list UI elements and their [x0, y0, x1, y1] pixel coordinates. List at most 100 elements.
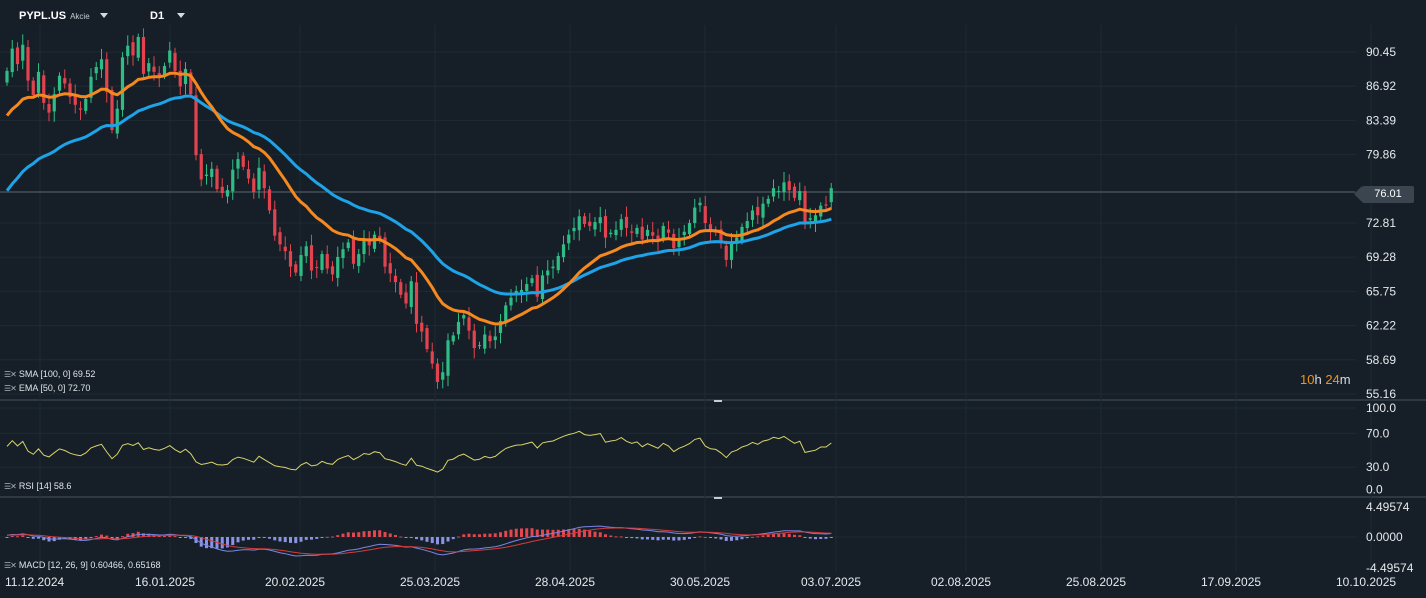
rsi-line [6, 430, 832, 473]
ema-legend[interactable]: ☰✕ EMA [50, 0] 72.70 [4, 383, 90, 393]
candle-body [220, 186, 224, 194]
macd-histogram-bar [541, 529, 544, 537]
macd-histogram-bar [583, 529, 586, 537]
macd-histogram-bar [661, 537, 665, 540]
macd-histogram-bar [719, 537, 723, 540]
candle-body [178, 70, 182, 87]
sma-legend[interactable]: ☰✕ SMA [100, 0] 69.52 [4, 369, 95, 379]
candle-body [519, 289, 524, 295]
candles [5, 28, 833, 389]
settings-icon[interactable]: ☰✕ [4, 560, 17, 570]
candle-body [99, 59, 104, 70]
candle-body [262, 171, 266, 189]
settings-icon[interactable]: ☰✕ [4, 383, 17, 393]
macd-histogram-bar [425, 537, 429, 542]
candle-body [598, 217, 602, 224]
candle-body [614, 229, 618, 236]
macd-histogram-bar [693, 537, 697, 538]
macd-histogram-bar [562, 529, 565, 537]
macd-histogram-bar [362, 531, 366, 537]
candle-body [367, 238, 371, 246]
pane-resize-handle[interactable] [714, 400, 722, 402]
price-axis-tick: 72.81 [1366, 216, 1396, 230]
macd-histogram-bar [100, 534, 103, 537]
macd-histogram-bar [814, 537, 817, 540]
candle-body [294, 264, 298, 273]
macd-histogram-bar [593, 531, 597, 537]
date-axis-tick: 11.12.2024 [5, 575, 64, 589]
settings-icon[interactable]: ☰✕ [4, 369, 17, 379]
candle-body [666, 229, 671, 233]
date-axis-tick: 28.04.2025 [535, 575, 595, 589]
candle-body [703, 206, 707, 224]
macd-histogram-bar [205, 537, 208, 549]
symbol-title[interactable]: PYPL.US Akcie [19, 10, 90, 22]
macd-histogram-bar [457, 536, 460, 538]
macd-histogram-bar [766, 534, 770, 537]
candle-body [115, 108, 119, 134]
symbol-dropdown-icon[interactable] [100, 13, 108, 18]
candle-body [829, 188, 833, 203]
macd-histogram-bar [226, 537, 229, 548]
macd-histogram-bar [730, 537, 733, 541]
macd-histogram-bar [257, 537, 261, 539]
asset-type: Akcie [70, 12, 90, 21]
macd-histogram-bar [703, 536, 707, 538]
candle-body [425, 328, 429, 350]
macd-histogram-bar [231, 537, 235, 546]
macd-legend[interactable]: ☰✕ MACD [12, 26, 9] 0.60466, 0.65168 [4, 560, 160, 570]
timeframe-dropdown-icon[interactable] [177, 13, 185, 18]
settings-icon[interactable]: ☰✕ [4, 481, 17, 491]
candle-body [78, 108, 83, 110]
macd-line [6, 525, 832, 557]
macd-histogram-bar [199, 537, 203, 547]
candle-body [278, 232, 282, 245]
price-axis-tick: 55.16 [1366, 387, 1396, 401]
macd-histogram-bar [163, 535, 166, 537]
candle-body [745, 221, 749, 229]
macd-histogram-bar [667, 537, 670, 540]
candle-body [199, 154, 203, 180]
macd-histogram-bar [688, 537, 691, 539]
candle-body [63, 78, 67, 84]
macd-histogram-bar [252, 537, 256, 540]
macd-histogram-bar [420, 537, 424, 541]
candle-body [782, 182, 786, 193]
date-axis-tick: 02.08.2025 [931, 575, 991, 589]
candle-body [147, 63, 151, 72]
macd-histogram-bar [493, 533, 497, 537]
candle-body [157, 73, 161, 77]
candle-body [357, 254, 361, 267]
price-axis-tick: 65.75 [1366, 284, 1396, 298]
macd-axis-tick: -4.49574 [1366, 561, 1414, 575]
macd-histogram-bar [478, 534, 481, 537]
macd-histogram-bar [514, 528, 518, 537]
pane-resize-handle[interactable] [714, 497, 722, 499]
candle-body [26, 47, 30, 81]
candle-body [194, 95, 198, 156]
macd-histogram-bar [289, 537, 292, 543]
candle-body [477, 345, 482, 347]
candle-body [472, 330, 476, 349]
candle-body [698, 202, 702, 206]
macd-histogram-bar [304, 537, 308, 540]
macd-histogram-bar [808, 537, 812, 539]
candle-body [414, 282, 419, 324]
macd-histogram-bar [310, 537, 313, 540]
macd-histogram-bar [630, 537, 634, 539]
macd-histogram-bar [777, 533, 781, 537]
candle-body [687, 223, 692, 235]
macd-histogram-bar [367, 530, 371, 537]
timeframe-label[interactable]: D1 [150, 10, 165, 22]
candle-body [556, 255, 560, 271]
candle-body [677, 238, 681, 248]
macd-histogram-bar [682, 537, 686, 540]
macd-histogram-bar [26, 537, 30, 538]
macd-histogram-bar [399, 536, 403, 538]
candle-body [771, 188, 776, 197]
candle-body [630, 231, 634, 233]
macd-histogram-bar [394, 534, 397, 537]
macd-histogram-bar [609, 535, 613, 537]
rsi-legend[interactable]: ☰✕ RSI [14] 58.6 [4, 481, 71, 491]
